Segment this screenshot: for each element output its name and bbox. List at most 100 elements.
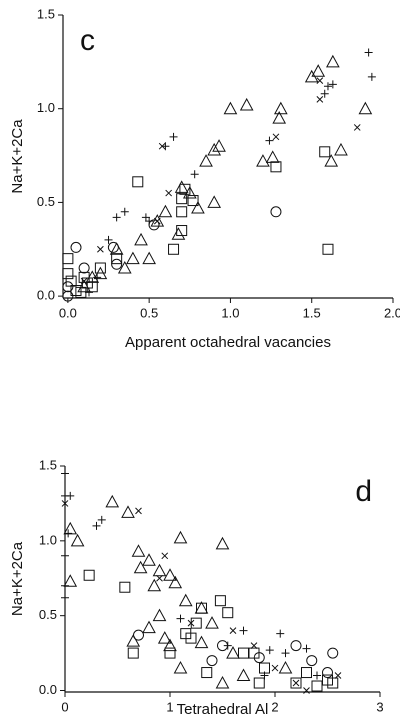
plus-point [61,469,69,478]
cross-point [229,627,237,634]
triangle-point [212,139,226,152]
x-axis-label: Apparent octahedral vacancies [125,334,331,351]
triangle-point [324,154,339,167]
triangle-point [311,64,326,77]
x-tick-label: 3 [376,699,383,714]
plus-point [260,671,269,680]
plus-point [141,213,150,222]
x-tick-label: 0.0 [59,305,77,320]
triangle-point [147,578,162,592]
triangle-point [133,560,148,574]
circle-point [306,655,318,667]
y-tick-label: 1.0 [39,532,57,547]
plus-point [176,614,185,623]
y-axis-label: Na+K+2Ca [9,541,26,616]
circle-point [62,290,74,302]
cross-point [316,95,324,103]
triangle-point [256,154,270,167]
cross-point [161,552,169,560]
triangle-point [334,142,348,156]
triangle-point [226,646,240,659]
circle-point [206,655,218,667]
triangle-point [152,608,167,622]
triangle-point [63,521,78,535]
plus-point [302,644,311,653]
triangle-point [173,661,188,674]
square-point [238,647,249,659]
square-point [327,677,339,689]
plus-point [104,235,113,244]
cross-point [353,124,361,131]
y-tick-label: 0.0 [39,682,57,697]
circle-point [62,281,74,293]
square-point [176,206,188,218]
triangle-point [163,568,177,581]
plus-point [169,132,178,141]
square-point [190,617,202,629]
triangle-point [157,631,172,644]
cross-point [97,245,104,253]
triangle-point [150,214,165,227]
cross-point [135,507,142,515]
plus-point [92,521,101,530]
triangle-point [265,150,280,163]
cross-point [158,142,166,150]
panel-label: c [80,24,95,57]
plus-point [320,89,329,98]
square-point [187,195,199,207]
triangle-point [207,142,222,156]
cross-point [271,664,279,672]
plus-point [323,82,332,91]
x-tick-label: 0 [61,699,68,714]
y-tick-label: 1.5 [39,457,57,472]
triangle-point [126,251,140,265]
triangle-point [121,505,135,518]
triangle-point [326,54,340,68]
square-point [196,602,207,614]
x-tick-label: 0.5 [140,305,158,320]
cross-point [165,189,173,197]
square-point [176,193,188,205]
square-point [201,667,213,679]
circle-point [290,640,302,652]
plus-point [265,136,274,145]
circle-point [322,667,333,679]
triangle-point [152,563,167,577]
plus-point [313,671,321,680]
plus-point [265,646,274,655]
circle-point [133,629,144,641]
square-point [83,569,95,581]
circle-point [253,652,265,664]
plus-point [61,581,69,590]
cross-point [316,77,324,84]
x-tick-label: 2.0 [384,305,400,320]
square-point [322,243,334,255]
y-tick-label: 1.0 [37,100,55,115]
square-point [214,595,226,607]
triangle-point [126,634,141,647]
cross-point [272,133,280,141]
x-tick-label: 1.5 [303,305,321,320]
plus-point [190,170,199,179]
plus-point [85,288,94,297]
square-point [301,667,312,679]
triangle-point [158,204,173,218]
square-point [94,262,106,274]
square-point [180,628,192,640]
square-point [253,677,265,689]
y-axis-label: Na+K+2Ca [9,119,26,194]
triangle-point [163,638,177,652]
triangle-point [117,260,132,274]
triangle-point [70,533,85,547]
cross-point [334,672,342,679]
circle-point [70,241,82,253]
plus-point [281,649,290,658]
square-point [270,161,282,173]
plus-point [66,491,75,500]
circle-point [111,258,123,270]
triangle-point [207,195,222,208]
square-point [179,183,191,195]
triangle-point [182,186,197,199]
plus-point [223,641,232,650]
square-point [164,647,176,659]
